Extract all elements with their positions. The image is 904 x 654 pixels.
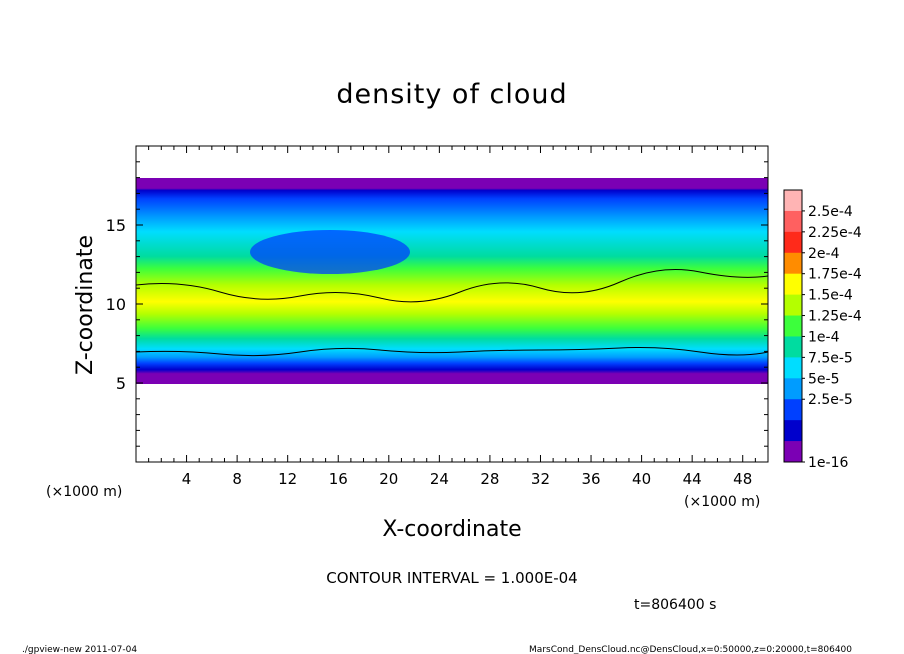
x-unit-label-right: (×1000 m) [684,494,760,510]
x-tick-label: 16 [329,470,348,488]
colorbar-frame [783,189,803,463]
footer-left: ./gpview-new 2011-07-04 [22,645,137,654]
colorbar-label: 5e-5 [808,371,839,387]
colorbar-label: 1.5e-4 [808,288,853,304]
colorbar-label: 1.25e-4 [808,309,862,325]
colorbar-swatch [784,357,802,379]
colorbar-label: 2.5e-5 [808,392,853,408]
low-density-patch [250,230,410,274]
time-label: t=806400 s [634,597,716,613]
colorbar-swatch [784,273,802,296]
footer-right: MarsCond_DensCloud.nc@DensCloud,x=0:5000… [529,645,852,654]
y-tick-label: 10 [106,295,126,314]
colorbar-label: 1e-16 [808,455,848,471]
x-axis-label: X-coordinate [382,517,521,542]
y-axis-label: Z-coordinate [73,235,98,375]
contour-line-lower [136,347,768,357]
colorbar-swatch [784,399,802,421]
y-axis-ticks: 5 10 15 [106,145,768,463]
colorbar-swatch [784,378,802,400]
colorbar-label: 7.5e-5 [808,350,853,366]
colorbar-swatch [784,420,802,442]
colorbar-label: 1.75e-4 [808,267,862,283]
heatmap-field [136,178,768,384]
colorbar-swatch [784,231,802,254]
cloud-band [136,178,768,384]
colorbar-label: 2.5e-4 [808,204,853,220]
colorbar: 2.5e-4 2.25e-4 2e-4 1.75e-4 1.5e-4 1.25e-4 1e-… [783,189,862,471]
x-tick-label: 48 [733,470,752,488]
colorbar-swatch [784,210,802,233]
colorbar-label: 1e-4 [808,329,840,345]
x-tick-label: 40 [632,470,651,488]
x-tick-label: 20 [379,470,398,488]
x-tick-label: 44 [683,470,702,488]
colorbar-label: 2e-4 [808,246,840,262]
x-axis-ticks: 4 8 12 16 20 24 28 32 36 40 44 48 [135,146,769,488]
colorbar-swatch [784,252,802,275]
x-tick-label: 24 [430,470,449,488]
y-tick-label: 15 [106,216,126,235]
colorbar-swatch [784,294,802,317]
chart-title: density of cloud [336,79,567,110]
colorbar-label: 2.25e-4 [808,225,862,241]
colorbar-swatch [784,315,802,337]
x-tick-label: 36 [581,470,600,488]
x-unit-label: (×1000 m) [46,484,122,500]
x-tick-label: 32 [531,470,550,488]
x-tick-label: 28 [480,470,499,488]
x-tick-label: 4 [182,470,192,488]
contour-line-upper [136,269,768,303]
x-tick-label: 12 [278,470,297,488]
y-tick-label: 5 [116,374,126,393]
x-tick-label: 8 [232,470,242,488]
contour-interval-text: CONTOUR INTERVAL = 1.000E-04 [326,569,577,587]
colorbar-swatch [784,441,802,463]
colorbar-swatch [784,336,802,358]
colorbar-swatch [784,190,802,212]
